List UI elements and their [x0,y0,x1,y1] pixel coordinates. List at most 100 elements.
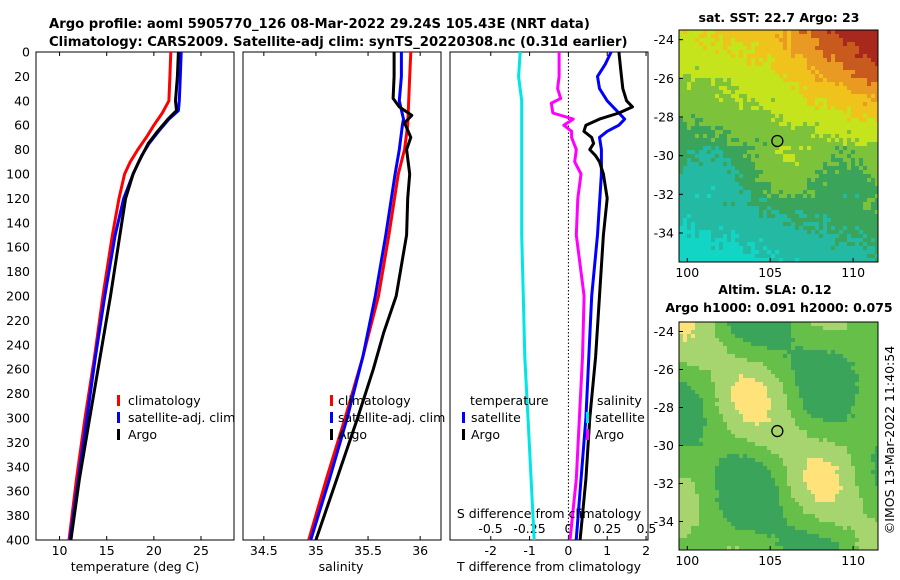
map-cell [839,186,844,191]
map-cell [775,458,780,463]
map-cell [819,426,824,431]
map-cell [839,174,844,179]
map-cell [695,182,700,187]
map-cell [719,390,724,395]
map-cell [695,374,700,379]
map-cell [791,118,796,123]
map-cell [719,462,724,467]
map-cell [731,170,736,175]
map-cell [751,126,756,131]
map-cell [787,70,792,75]
map-cell [711,366,716,371]
map-cell [847,106,852,111]
map-cell [691,342,696,347]
map-cell [835,138,840,143]
map-cell [791,214,796,219]
map-cell [747,142,752,147]
map-cell [695,186,700,191]
map-cell [835,226,840,231]
map-cell [691,90,696,95]
map-cell [771,322,776,327]
map-cell [695,458,700,463]
map-cell [871,186,876,191]
temperature-x-label: temperature (deg C) [71,559,200,574]
map-cell [715,454,720,459]
map-cell [823,354,828,359]
map-cell [855,386,860,391]
map-cell [695,366,700,371]
map-cell [799,430,804,435]
map-cell [707,94,712,99]
map-cell [783,414,788,419]
map-cell [711,406,716,411]
map-cell [723,170,728,175]
map-cell [743,330,748,335]
map-cell [723,78,728,83]
map-cell [699,158,704,163]
map-cell [695,110,700,115]
map-cell [803,150,808,155]
map-cell [867,326,872,331]
temperature-plot-frame [35,51,235,541]
map-cell [859,106,864,111]
map-cell [859,150,864,155]
map-cell [799,378,804,383]
map-cell [771,114,776,119]
map-cell [791,386,796,391]
map-cell [831,354,836,359]
map-cell [843,350,848,355]
map-cell [683,258,688,263]
map-cell [851,326,856,331]
map-cell [859,378,864,383]
map-cell [715,246,720,251]
map-cell [851,158,856,163]
map-cell [767,462,772,467]
map-cell [687,322,692,327]
map-cell [747,334,752,339]
map-cell [791,86,796,91]
map-cell [863,402,868,407]
map-cell [867,54,872,59]
map-cell [863,46,868,51]
map-cell [727,342,732,347]
map-cell [839,106,844,111]
map-cell [683,186,688,191]
map-cell [779,370,784,375]
map-cell [699,78,704,83]
map-cell [711,166,716,171]
map-cell [843,406,848,411]
map-cell [835,106,840,111]
map-cell [843,118,848,123]
map-cell [763,182,768,187]
map-cell [707,206,712,211]
map-cell [715,118,720,123]
map-cell [775,326,780,331]
map-cell [723,222,728,227]
map-cell [703,146,708,151]
map-cell [771,30,776,35]
map-cell [763,238,768,243]
map-cell [739,458,744,463]
map-cell [695,118,700,123]
map-cell [827,362,832,367]
map-cell [779,102,784,107]
map-cell [691,434,696,439]
map-cell [835,38,840,43]
map-cell [815,414,820,419]
map-cell [871,90,876,95]
map-cell [711,354,716,359]
map-cell [759,62,764,67]
map-cell [683,30,688,35]
map-cell [839,126,844,131]
map-cell [751,150,756,155]
map-cell [715,422,720,427]
map-cell [847,398,852,403]
map-cell [731,218,736,223]
map-cell [683,90,688,95]
map-cell [815,30,820,35]
map-cell [847,170,852,175]
map-cell [847,182,852,187]
map-cell [683,34,688,39]
map-cell [779,398,784,403]
map-cell [731,406,736,411]
